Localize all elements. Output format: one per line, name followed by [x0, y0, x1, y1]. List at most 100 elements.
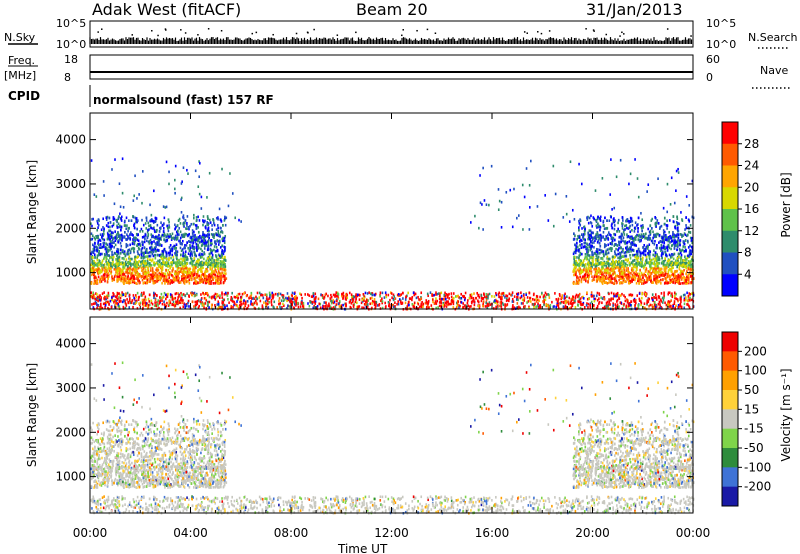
range-cell — [155, 217, 158, 220]
range-cell — [132, 279, 134, 282]
range-cell — [593, 241, 595, 244]
range-cell — [115, 250, 118, 253]
range-cell — [123, 282, 125, 285]
nave-dot — [594, 71, 597, 73]
range-cell — [626, 259, 629, 263]
nave-dot — [245, 71, 247, 73]
nsearch-dot — [207, 28, 210, 30]
range-cell — [609, 268, 611, 272]
nsearch-dot — [585, 28, 587, 30]
range-cell — [207, 281, 210, 284]
range-cell — [117, 257, 120, 260]
range-cell — [605, 267, 608, 270]
range-cell — [193, 269, 196, 272]
nave-dot — [304, 71, 306, 73]
nsearch-dot — [272, 33, 274, 36]
range-cell — [204, 272, 206, 275]
range-cell — [191, 239, 193, 242]
range-cell — [576, 281, 579, 284]
range-cell — [177, 229, 179, 233]
range-cell — [111, 258, 114, 261]
range-cell — [169, 249, 172, 253]
range-cell — [116, 253, 119, 257]
range-cell — [179, 230, 182, 234]
range-cell — [208, 252, 211, 256]
nave-dot — [330, 71, 333, 73]
range-cell — [168, 235, 171, 239]
range-cell — [670, 268, 673, 271]
range-cell — [102, 241, 105, 245]
range-cell — [591, 253, 593, 256]
range-cell — [129, 269, 131, 273]
range-cell — [182, 265, 184, 269]
range-cell — [105, 242, 108, 246]
nave-dot — [271, 71, 273, 73]
nsearch-dot — [690, 35, 692, 37]
range-cell — [187, 233, 189, 237]
range-cell — [100, 264, 102, 267]
range-cell — [97, 243, 100, 247]
nave-dot — [528, 71, 531, 73]
nave-dot — [97, 71, 100, 73]
range-cell — [114, 243, 117, 247]
range-cell — [162, 254, 164, 257]
range-cell — [143, 236, 146, 240]
range-cell — [125, 277, 127, 281]
range-cell — [587, 221, 590, 225]
range-cell — [137, 219, 139, 222]
range-cell — [189, 246, 192, 250]
range-cell — [143, 256, 146, 259]
range-cell — [120, 262, 123, 266]
range-cell — [658, 256, 660, 259]
range-cell — [113, 241, 115, 244]
range-cell — [174, 272, 176, 276]
nave-dot — [625, 71, 628, 73]
range-cell — [169, 265, 172, 269]
nave-dot — [572, 71, 575, 73]
range-cell — [181, 234, 184, 237]
range-cell — [116, 278, 118, 281]
freq-left-tick-top: 18 — [64, 53, 78, 66]
range-cell — [581, 239, 583, 242]
range-cell — [212, 218, 214, 221]
nave-dot — [176, 71, 179, 73]
range-cell — [105, 218, 108, 221]
range-cell — [153, 263, 155, 267]
range-cell — [587, 243, 589, 247]
range-cell — [222, 252, 225, 256]
range-cell — [153, 247, 155, 251]
range-cell — [214, 240, 217, 243]
range-cell — [629, 230, 632, 234]
range-cell — [200, 270, 202, 273]
range-cell — [100, 276, 103, 279]
range-cell — [97, 236, 99, 240]
range-cell — [681, 263, 683, 267]
range-cell — [176, 261, 178, 264]
range-cell — [127, 279, 130, 283]
nave-dot — [385, 71, 388, 73]
range-cell — [209, 258, 212, 262]
nave-dot — [671, 71, 674, 73]
range-cell — [158, 230, 161, 233]
range-cell — [132, 263, 134, 266]
nave-dot — [509, 71, 511, 73]
range-cell — [576, 276, 578, 279]
range-cell — [676, 228, 679, 231]
range-cell — [123, 263, 125, 266]
range-cell — [193, 258, 196, 262]
range-cell — [607, 231, 610, 234]
range-cell — [604, 252, 607, 256]
range-cell — [201, 280, 203, 284]
range-cell — [182, 279, 184, 282]
range-cell — [217, 253, 220, 257]
range-cell — [136, 220, 138, 224]
range-cell — [117, 250, 119, 254]
range-cell — [637, 274, 640, 278]
range-cell — [648, 278, 651, 281]
nave-dot — [553, 71, 555, 73]
range-cell — [131, 233, 133, 236]
nave-dot — [480, 71, 482, 73]
range-cell — [102, 278, 104, 281]
nave-dot — [531, 71, 533, 73]
range-cell — [112, 253, 114, 257]
